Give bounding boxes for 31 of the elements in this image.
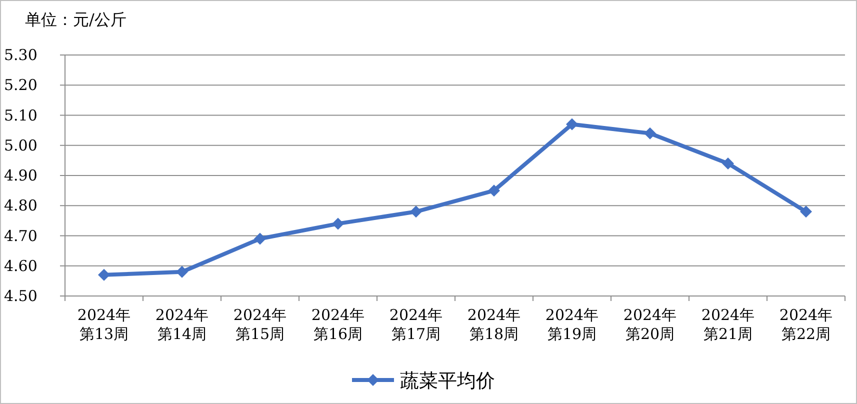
point — [488, 184, 500, 197]
y-tick-label: 5.00 — [4, 136, 38, 154]
x-tick-label: 2024年第18周 — [466, 306, 522, 344]
y-tick-label: 4.70 — [4, 226, 38, 245]
point — [566, 118, 578, 130]
x-tick-label: 2024年第16周 — [310, 306, 366, 344]
x-tick-label: 2024年第15周 — [232, 306, 288, 344]
x-tick-label: 2024年第22周 — [778, 306, 834, 344]
point — [98, 268, 110, 281]
y-tick-label: 5.10 — [4, 106, 38, 124]
point — [332, 218, 344, 230]
point — [410, 206, 422, 218]
point — [800, 206, 812, 218]
legend-label: 蔬菜平均价 — [400, 370, 495, 392]
point — [254, 232, 266, 245]
y-tick-label: 4.60 — [4, 256, 38, 275]
x-tick-label: 2024年第14周 — [154, 306, 210, 344]
y-tick-label: 5.20 — [4, 76, 38, 94]
y-tick-label: 4.50 — [4, 287, 38, 305]
point — [176, 266, 188, 278]
y-tick-label: 4.80 — [4, 196, 38, 215]
point — [644, 127, 656, 140]
x-tick-label: 2024年第13周 — [76, 306, 132, 344]
x-tick-label: 2024年第19周 — [544, 306, 600, 344]
x-tick-label: 2024年第17周 — [388, 306, 444, 344]
x-tick-label: 2024年第20周 — [622, 306, 678, 344]
y-tick-label: 4.90 — [4, 166, 38, 184]
point — [722, 157, 734, 170]
y-tick-label: 5.30 — [4, 46, 38, 64]
x-tick-label: 2024年第21周 — [700, 306, 756, 344]
chart-title: 单位：元/公斤 — [25, 10, 126, 29]
